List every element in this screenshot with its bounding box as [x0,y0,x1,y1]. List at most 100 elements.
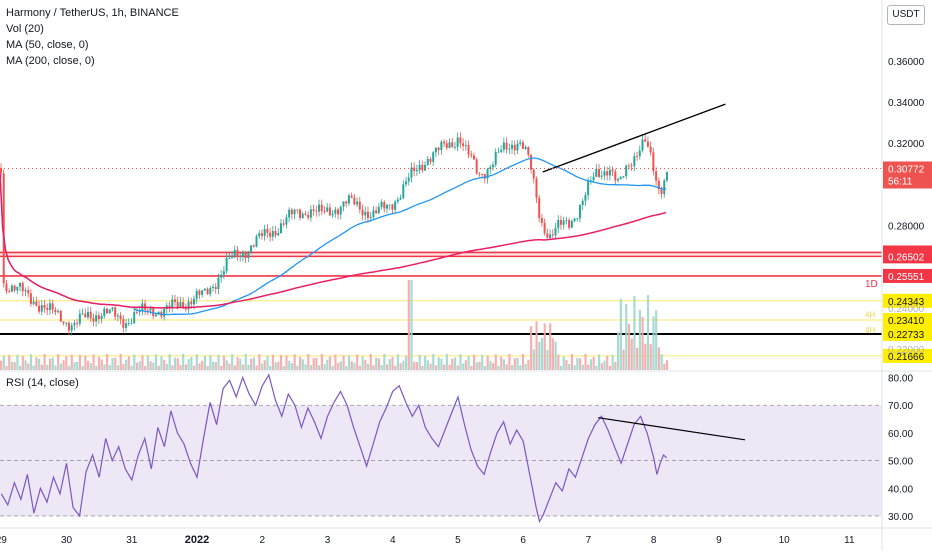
volume-bar [347,355,351,370]
candle-body [437,147,440,151]
candle-body [652,152,655,172]
candle-body [440,141,443,151]
candle-body [250,245,253,252]
volume-bar [413,361,416,370]
candle-body [481,173,484,175]
volume-bar [92,354,95,370]
volume-bar [116,365,120,370]
candle-body [326,207,329,212]
volume-bar [24,360,27,370]
candle-body [176,301,179,307]
candle-body [356,201,359,205]
candle-body [592,176,595,181]
price-tick-label: 0.22000 [888,345,925,356]
volume-bar [323,364,326,370]
candle-body [486,169,489,179]
volume-bar [244,354,247,370]
volume-bar [201,360,204,370]
volume-bar [260,363,264,370]
volume-bar [127,356,130,370]
volume-bar [130,365,133,370]
price-axis[interactable]: 0.380000.360000.340000.320000.300000.280… [881,0,932,550]
candle-body [78,313,81,324]
volume-bar [315,357,318,370]
candle-body [663,180,666,195]
volume-bar [190,356,193,370]
price-pane[interactable]: 1D 4H 4H [0,103,932,372]
candle-body [478,173,481,175]
rsi-line[interactable] [0,373,668,524]
volume-bar [293,354,296,370]
level-tag-4h: 4H [865,326,875,335]
candle-body [51,303,54,310]
volume-bar [135,362,139,370]
candle-body [35,301,38,306]
candle-body [391,204,394,210]
candle-body [655,171,658,181]
volume-bar [309,365,313,370]
candle-body [95,315,98,322]
rsi-pane[interactable] [0,373,882,524]
candle-body [222,271,225,275]
countdown-timer: 56:11 [888,176,913,187]
candle-body [217,277,220,289]
volume-bar [179,364,182,370]
volume-bar [263,360,266,370]
candle-body [617,179,620,181]
volume-bar [318,365,321,370]
volume-bar [380,364,383,370]
candle-body [546,233,549,238]
candle-body [587,181,590,196]
candle-body [611,169,614,172]
yellow-level-label: 0.22733 [888,330,925,341]
candle-body [116,315,119,317]
trendline-upper[interactable] [542,103,726,173]
symbol-title[interactable]: Harmony / TetherUS, 1h, BINANCE [6,7,179,19]
volume-bar [119,354,122,370]
rsi-trendline[interactable] [598,417,746,441]
indicator-volume[interactable]: Vol (20) [6,23,44,35]
volume-bar [513,358,516,370]
volume-bar [258,354,261,370]
volume-bar [342,355,345,370]
candle-body [54,309,57,313]
candle-body [76,323,79,324]
indicator-ma50[interactable]: MA (50, close, 0) [6,39,89,51]
volume-bar [481,355,484,370]
volume-bar [225,360,228,370]
candle-body [138,310,141,313]
candle-body [13,285,16,291]
candle-body [67,322,70,331]
candle-body [516,143,519,151]
level-tag-4h: 4H [865,310,875,319]
volume-bar [483,365,487,370]
candle-body [448,142,451,148]
time-axis[interactable]: 29 30 31 2022 2 3 4 5 6 7 8 9 10 11 [0,527,932,546]
volume-bar [154,354,158,370]
volume-bar [187,359,190,370]
volume-bar [65,356,68,370]
candle-body [413,167,416,172]
candle-body [62,321,65,324]
time-tick-label: 29 [0,535,7,546]
candle-body [29,293,32,304]
currency-button[interactable]: USDT [887,5,925,25]
volume-bar [405,355,408,370]
time-tick-label: 3 [325,535,331,546]
indicator-ma200[interactable]: MA (200, close, 0) [6,55,95,67]
candle-body [424,164,427,171]
ma200-line[interactable] [0,173,667,309]
ma50-line[interactable] [0,157,666,316]
volume-bar [231,354,234,370]
volume-bar [500,356,503,370]
rsi-title[interactable]: RSI (14, close) [6,377,79,389]
volume-bar [576,357,579,370]
candle-body [239,256,242,257]
red-level-badge [883,249,932,264]
candle-body [179,302,182,307]
candle-body [108,309,111,314]
volume-bar [149,361,152,370]
volume-bar [361,356,364,370]
